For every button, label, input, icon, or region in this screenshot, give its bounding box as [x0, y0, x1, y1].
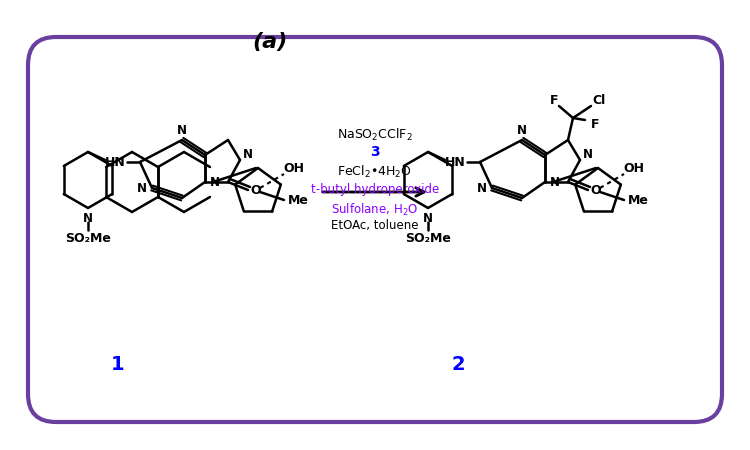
FancyBboxPatch shape — [28, 37, 722, 422]
Text: EtOAc, toluene: EtOAc, toluene — [332, 220, 419, 233]
Text: t-butyl hydroperoxide: t-butyl hydroperoxide — [310, 183, 440, 195]
Text: O: O — [591, 184, 602, 197]
Text: F: F — [550, 94, 558, 108]
Text: OH: OH — [284, 162, 304, 176]
Text: OH: OH — [623, 162, 644, 176]
Text: HN: HN — [445, 156, 465, 168]
Text: N: N — [177, 123, 187, 136]
Text: 2: 2 — [452, 356, 465, 374]
Text: N: N — [137, 181, 147, 194]
Text: N: N — [83, 212, 93, 225]
Text: FeCl$_2$•4H$_2$O: FeCl$_2$•4H$_2$O — [338, 164, 412, 180]
Text: Cl: Cl — [592, 94, 606, 108]
Text: SO₂Me: SO₂Me — [405, 231, 451, 244]
Text: Sulfolane, H$_2$O: Sulfolane, H$_2$O — [332, 202, 419, 218]
Text: N: N — [550, 176, 560, 189]
Text: NaSO$_2$CClF$_2$: NaSO$_2$CClF$_2$ — [338, 127, 412, 143]
Text: N: N — [583, 148, 593, 162]
Text: 3: 3 — [370, 145, 380, 159]
Text: F: F — [591, 118, 599, 131]
Text: 1: 1 — [111, 356, 125, 374]
Text: SO₂Me: SO₂Me — [65, 231, 111, 244]
Text: O: O — [251, 184, 261, 197]
Text: N: N — [477, 181, 487, 194]
Text: Me: Me — [287, 194, 308, 207]
Text: (a): (a) — [252, 32, 288, 52]
Text: N: N — [210, 176, 220, 189]
Text: HN: HN — [104, 156, 125, 168]
Text: N: N — [517, 123, 527, 136]
Text: N: N — [423, 212, 433, 225]
Text: Me: Me — [628, 194, 649, 207]
Text: N: N — [243, 148, 253, 162]
